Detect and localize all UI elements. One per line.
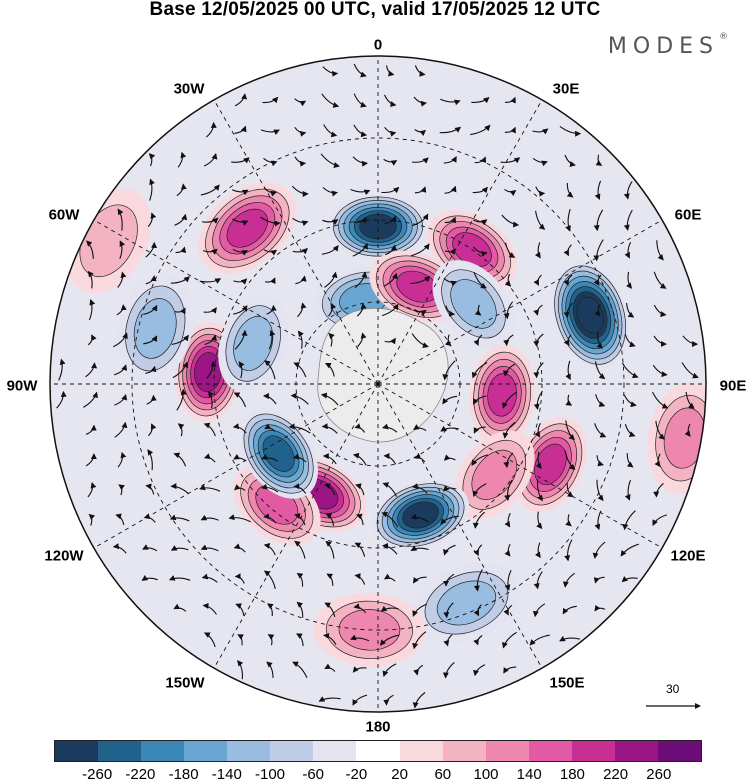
anomaly-contour <box>360 214 397 239</box>
colorbar-swatch <box>529 741 572 761</box>
colorbar-tick-label: 220 <box>603 766 628 783</box>
colorbar-swatch <box>313 741 356 761</box>
colorbar-swatch <box>227 741 270 761</box>
colorbar-tick-label: 20 <box>391 766 408 783</box>
colorbar-swatch <box>356 741 399 761</box>
colorbar-tick-label: -20 <box>346 766 368 783</box>
lon-label-60e: 60E <box>675 207 702 224</box>
lon-label-180: 180 <box>365 719 390 736</box>
colorbar-tick-label: -260 <box>82 766 112 783</box>
colorbar-swatch <box>270 741 313 761</box>
lon-label-150e: 150E <box>549 675 584 692</box>
colorbar-swatch <box>55 741 98 761</box>
colorbar-swatch <box>658 741 701 761</box>
lon-label-90e: 90E <box>720 378 747 395</box>
colorbar-swatch <box>486 741 529 761</box>
lon-label-90w: 90W <box>7 378 38 395</box>
colorbar-ticks: -260 -220 -180 -140 -100 -60 -20 20 60 100 140 180 2… <box>0 766 750 784</box>
lon-label-150w: 150W <box>165 675 204 692</box>
colorbar-tick-label: 100 <box>473 766 498 783</box>
colorbar-swatch <box>184 741 227 761</box>
polar-map <box>0 0 750 783</box>
colorbar-swatch <box>572 741 615 761</box>
colorbar-swatch <box>615 741 658 761</box>
colorbar-swatch <box>400 741 443 761</box>
lon-label-120e: 120E <box>670 548 705 565</box>
colorbar-tick-label: -100 <box>255 766 285 783</box>
lon-label-120w: 120W <box>44 548 83 565</box>
colorbar-swatch <box>98 741 141 761</box>
reference-vector-value: 30 <box>666 682 679 696</box>
colorbar-swatch <box>443 741 486 761</box>
colorbar-tick-label: 60 <box>434 766 451 783</box>
colorbar-tick-label: -140 <box>212 766 242 783</box>
colorbar <box>54 740 702 762</box>
colorbar-tick-label: 180 <box>560 766 585 783</box>
lon-label-30w: 30W <box>174 81 205 98</box>
colorbar-tick-label: -60 <box>302 766 324 783</box>
colorbar-tick-label: 260 <box>646 766 671 783</box>
lon-label-30e: 30E <box>553 81 580 98</box>
colorbar-tick-label: 140 <box>517 766 542 783</box>
colorbar-swatch <box>141 741 184 761</box>
anomaly-blue-north <box>328 194 428 260</box>
lon-label-0: 0 <box>374 37 382 54</box>
lon-label-60w: 60W <box>49 207 80 224</box>
colorbar-tick-label: -220 <box>125 766 155 783</box>
colorbar-tick-label: -180 <box>169 766 199 783</box>
